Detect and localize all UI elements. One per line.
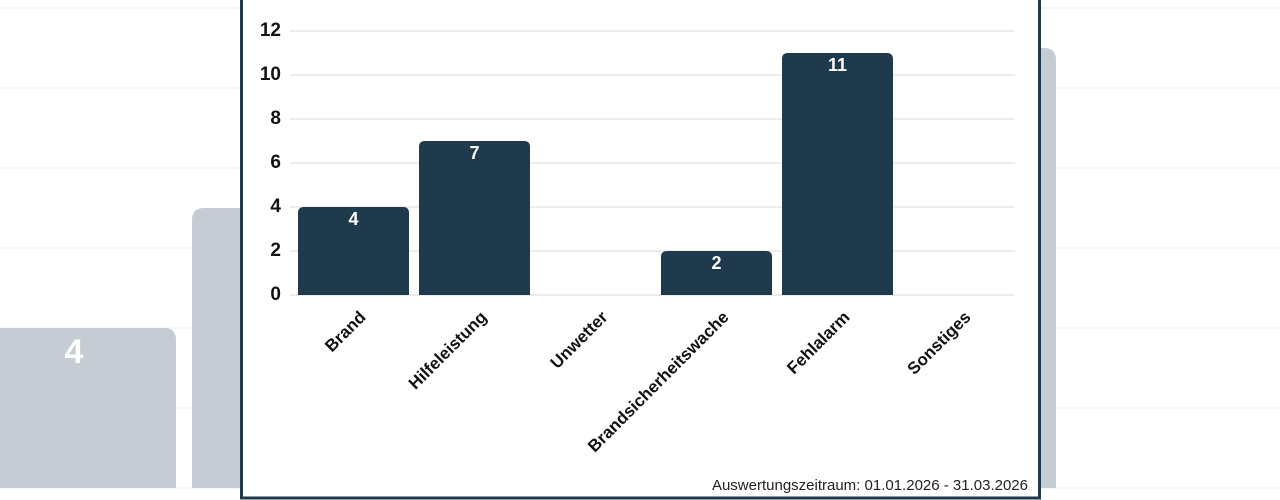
bar bbox=[782, 53, 893, 295]
value-label: 7 bbox=[469, 143, 479, 163]
value-label: 4 bbox=[65, 333, 84, 371]
bar bbox=[298, 207, 409, 295]
y-tick-label: 10 bbox=[260, 64, 281, 85]
bar bbox=[0, 328, 176, 488]
y-tick-label: 8 bbox=[270, 108, 281, 129]
y-tick-label: 4 bbox=[270, 196, 281, 217]
y-tick-label: 6 bbox=[270, 152, 281, 173]
value-label: 4 bbox=[348, 209, 358, 229]
y-tick-label: 12 bbox=[260, 20, 281, 41]
bar bbox=[419, 141, 530, 295]
bar bbox=[661, 251, 772, 295]
value-label: 11 bbox=[828, 55, 847, 75]
y-tick-label: 0 bbox=[270, 284, 281, 305]
footnote: Auswertungszeitraum: 01.01.2026 - 31.03.… bbox=[712, 477, 1028, 494]
value-label: 2 bbox=[711, 253, 721, 273]
y-tick-label: 2 bbox=[270, 240, 281, 261]
